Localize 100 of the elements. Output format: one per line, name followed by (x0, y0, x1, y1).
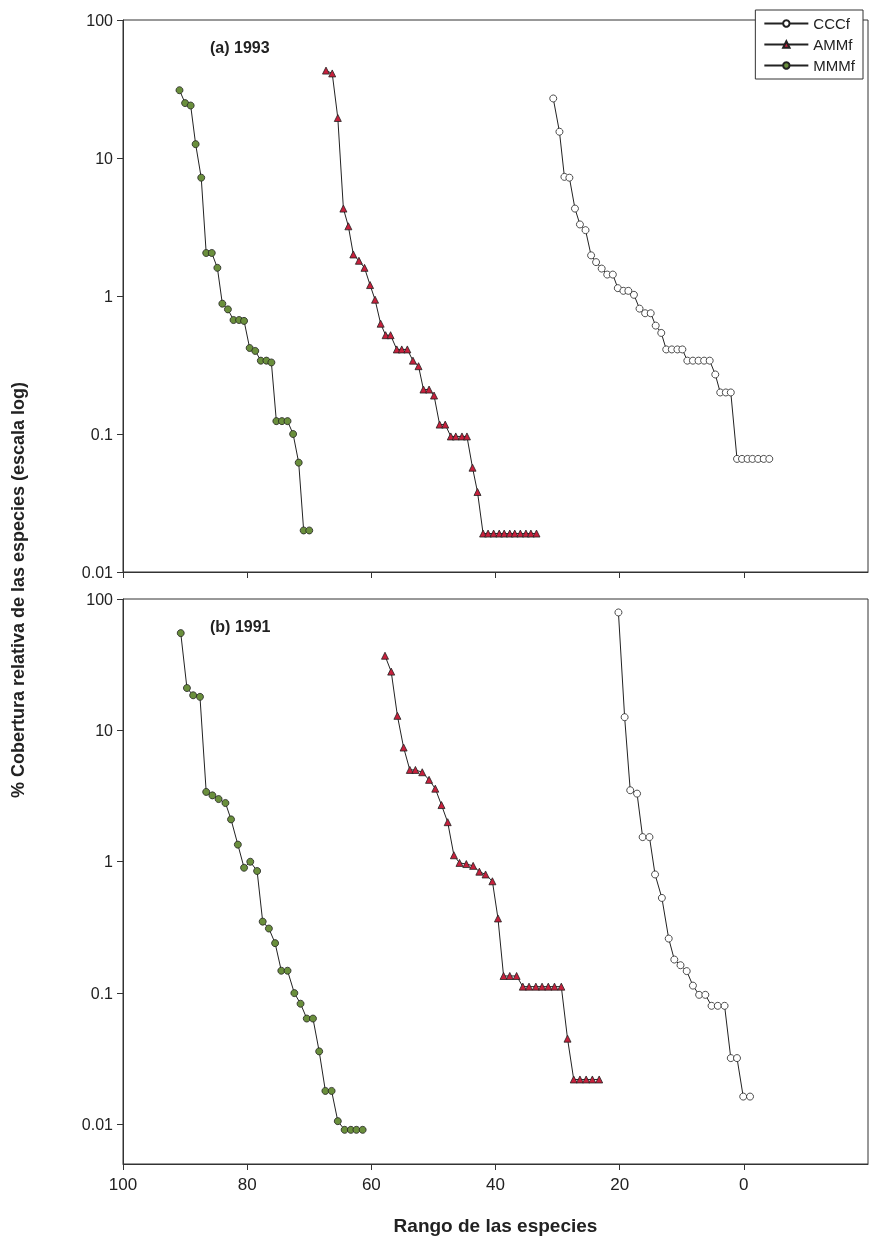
point (713, 1001, 722, 1010)
y-tick-label: 0.1 (90, 425, 114, 443)
point (726, 1054, 735, 1062)
point (726, 388, 735, 397)
point (525, 982, 533, 991)
point (246, 857, 255, 866)
point (746, 1092, 754, 1101)
point (695, 990, 704, 999)
point (443, 818, 452, 827)
point (344, 222, 353, 231)
point (322, 66, 330, 75)
point (333, 1117, 342, 1126)
point (202, 788, 211, 796)
x-tick-label: 40 (486, 1175, 505, 1194)
point (633, 789, 641, 798)
point (645, 833, 654, 841)
point (682, 967, 691, 976)
point (576, 220, 584, 229)
point (569, 1075, 578, 1084)
point (386, 331, 395, 340)
point (765, 455, 774, 463)
point (657, 894, 666, 902)
point (240, 317, 248, 325)
point (409, 356, 417, 365)
point (450, 851, 458, 860)
point (189, 691, 198, 700)
point (289, 430, 298, 438)
point (670, 955, 679, 964)
point (233, 840, 242, 849)
point (441, 420, 450, 429)
x-tick-label: 20 (610, 1175, 630, 1194)
point (315, 1047, 324, 1056)
y-tick-label: 0.1 (90, 984, 114, 1002)
point (309, 1014, 317, 1023)
point (588, 1075, 597, 1084)
legend-label: AMMf (813, 36, 854, 53)
point (224, 305, 232, 314)
point (468, 463, 477, 472)
point (208, 791, 217, 800)
point (283, 417, 292, 426)
y-tick-label: 0.01 (81, 1115, 114, 1133)
point (213, 263, 222, 272)
point (339, 204, 348, 213)
point (613, 284, 622, 293)
point (557, 982, 566, 991)
point (405, 766, 414, 774)
point (473, 488, 482, 496)
text: (b) 1991 (210, 617, 271, 635)
point (251, 347, 260, 355)
point (555, 127, 564, 136)
point (455, 858, 464, 867)
y-tick-label: 100 (86, 11, 114, 29)
point (419, 385, 428, 394)
point (707, 1001, 716, 1010)
point (512, 972, 521, 980)
point (576, 1075, 584, 1084)
point (227, 815, 235, 824)
point (630, 290, 638, 299)
point (638, 833, 647, 841)
point (565, 173, 574, 182)
point (435, 420, 444, 429)
point (595, 1075, 604, 1084)
point (366, 281, 374, 289)
point (294, 458, 303, 467)
point (221, 799, 230, 807)
point (175, 86, 184, 95)
point (414, 362, 423, 371)
point (265, 924, 273, 933)
point (651, 321, 660, 330)
y-tick-label: 100 (86, 590, 114, 608)
x-axis-title: Rango de las especies (393, 1215, 598, 1236)
x-tick-label: 80 (237, 1175, 257, 1194)
point (451, 432, 460, 441)
point (218, 299, 227, 308)
point (349, 250, 358, 259)
point (689, 981, 697, 990)
point (624, 286, 633, 295)
point (489, 529, 498, 538)
point (620, 713, 629, 722)
point (207, 249, 216, 257)
point (646, 309, 655, 318)
point (531, 982, 540, 991)
point (305, 526, 314, 535)
y-tick-label: 1 (104, 287, 114, 305)
point (463, 432, 471, 441)
point (387, 667, 396, 676)
x-tick-label: 0 (739, 1175, 749, 1194)
y-tick-label: 1 (104, 853, 114, 871)
point (186, 101, 195, 110)
point (360, 263, 369, 272)
point (701, 990, 710, 999)
point (488, 877, 497, 886)
point (176, 629, 185, 638)
legend-label: CCCf (813, 15, 851, 32)
point (582, 1075, 591, 1084)
point (475, 867, 484, 876)
point (532, 529, 541, 538)
y-tick-label: 0.01 (81, 563, 114, 581)
legend-label: MMMf (813, 57, 856, 74)
point (296, 999, 305, 1008)
